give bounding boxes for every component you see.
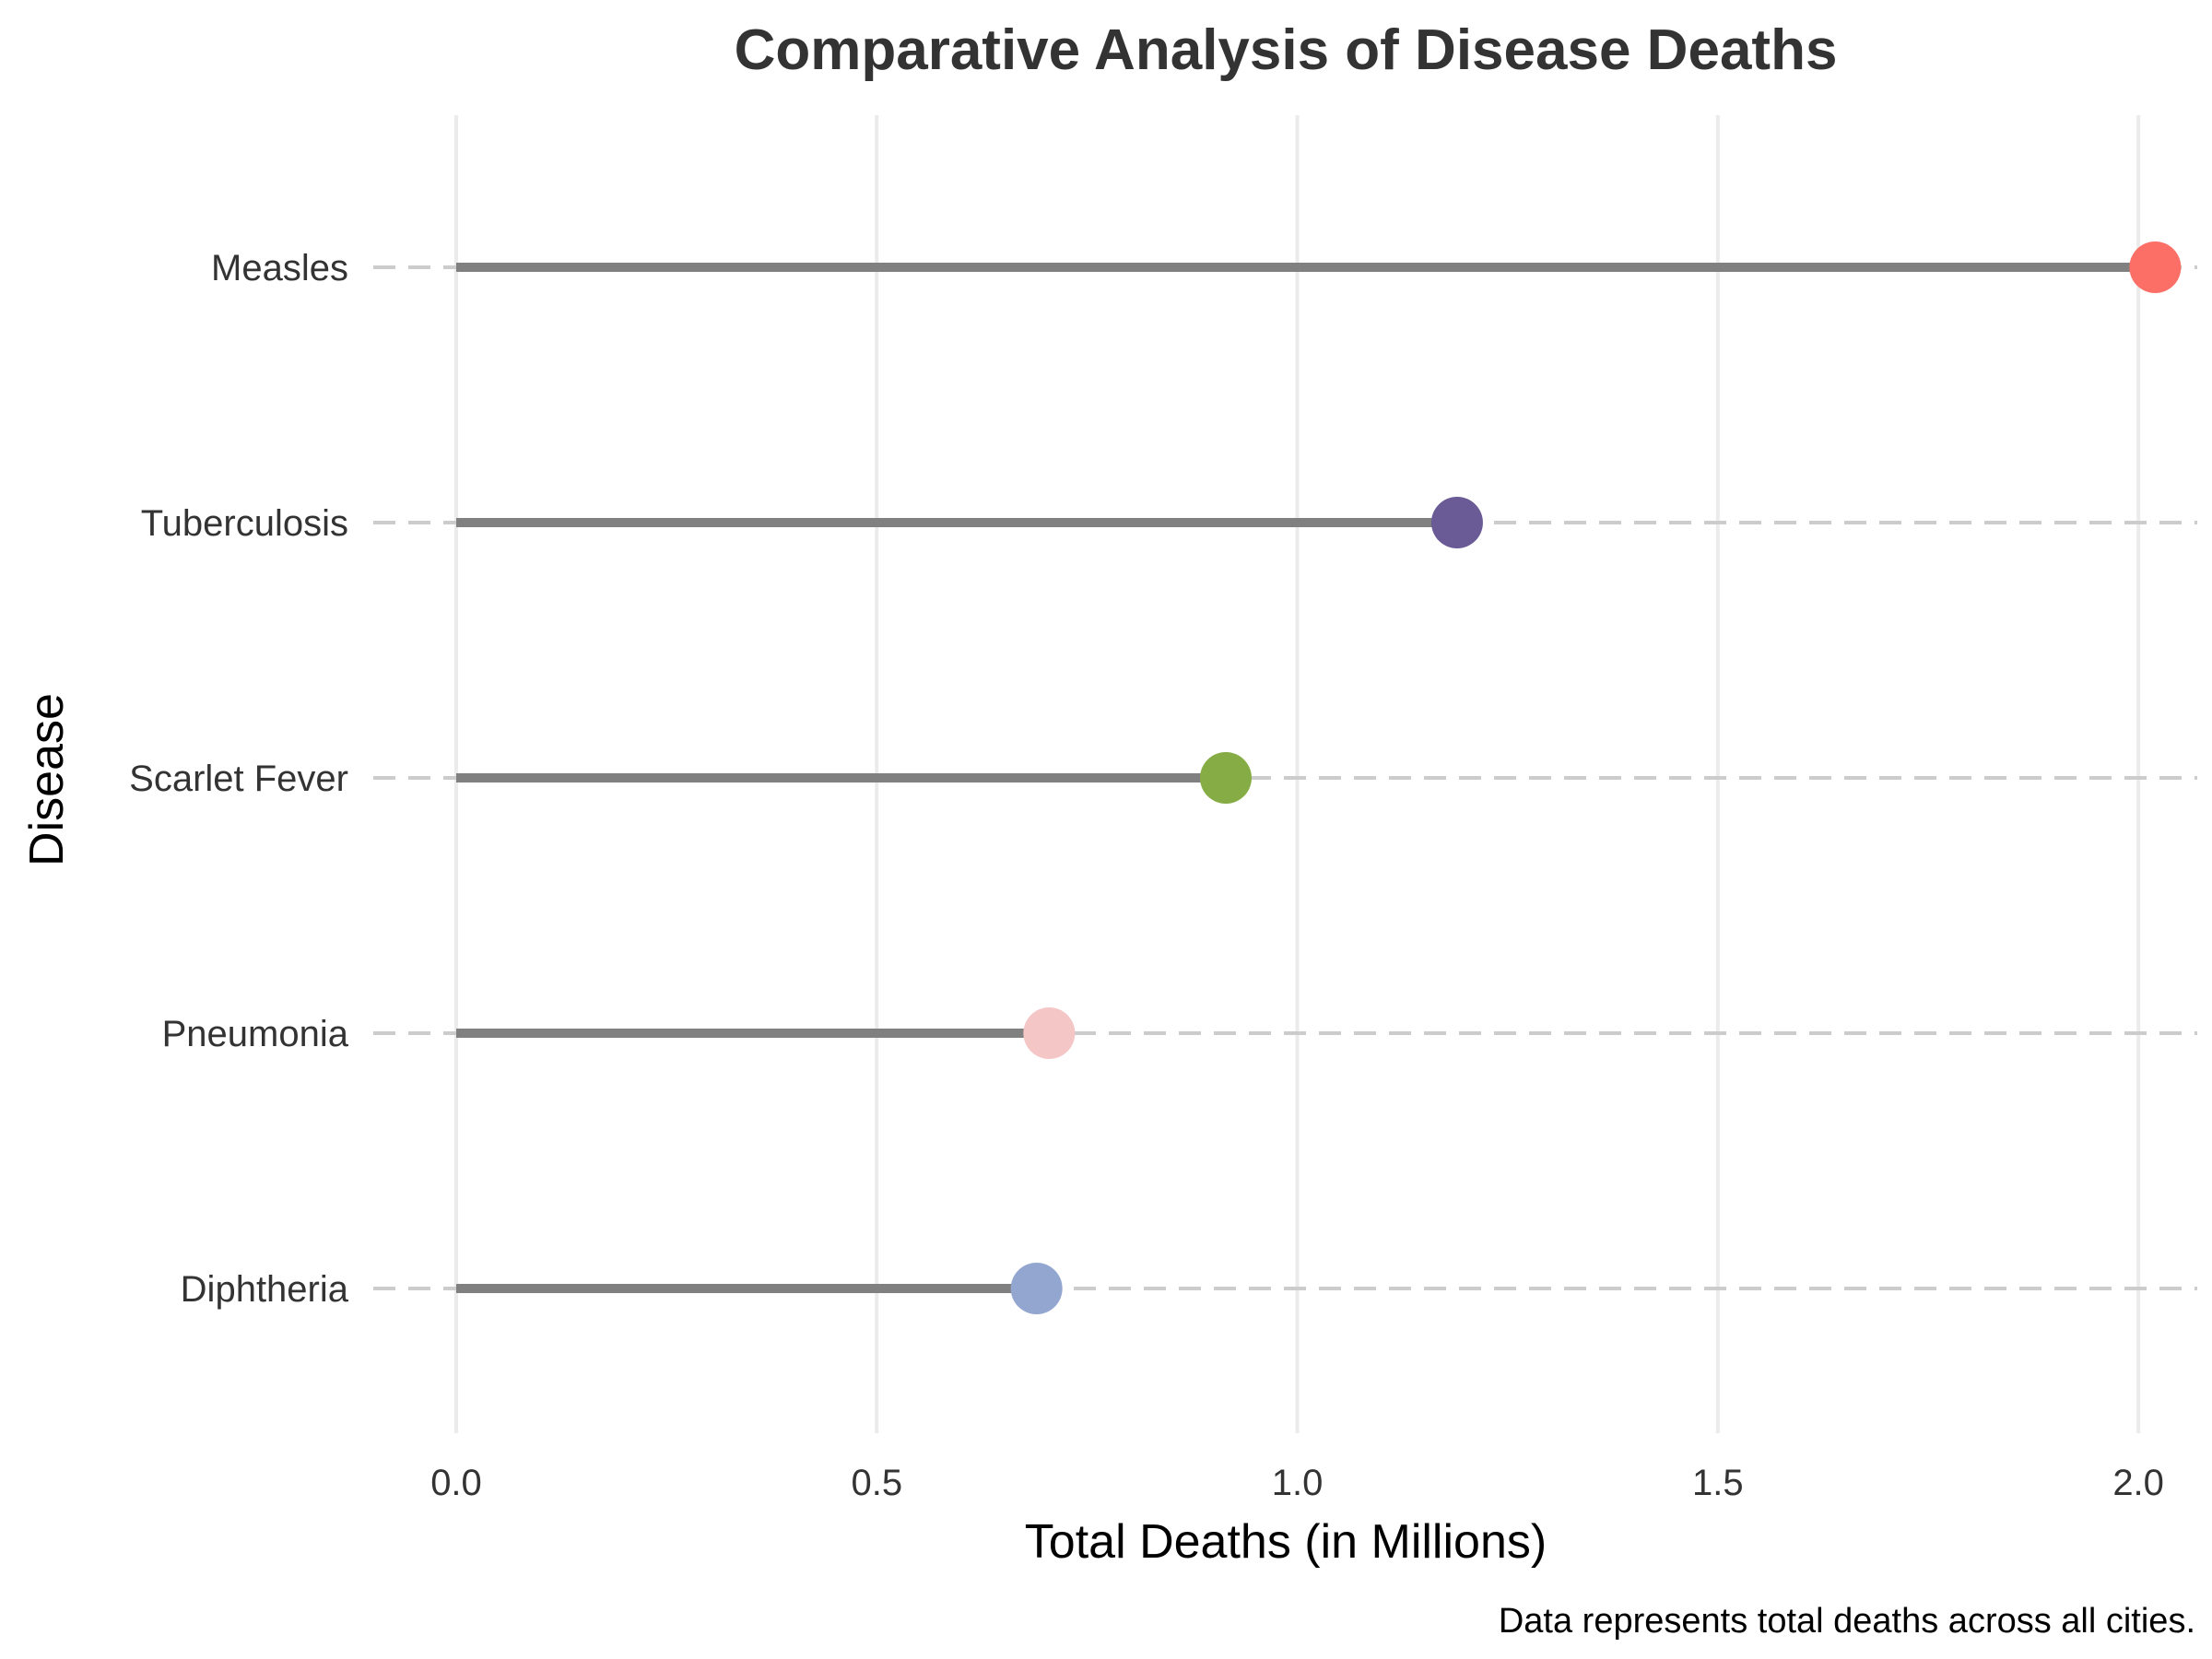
x-tick-label: 1.5 bbox=[1692, 1463, 1744, 1503]
point-scarlet-fever bbox=[1199, 752, 1252, 804]
y-tick-label-measles: Measles bbox=[211, 248, 348, 288]
y-tick-label-tuberculosis: Tuberculosis bbox=[141, 503, 348, 544]
x-tick-label: 2.0 bbox=[2112, 1463, 2164, 1503]
point-diphtheria bbox=[1010, 1263, 1063, 1314]
x-tick-label: 1.0 bbox=[1272, 1463, 1324, 1503]
y-tick-label-pneumonia: Pneumonia bbox=[162, 1014, 349, 1054]
stem-layer bbox=[456, 263, 2156, 1293]
y-axis-ticks: Measles Tuberculosis Scarlet Fever Pneumoni… bbox=[129, 248, 349, 1310]
chart-caption: Data represents total deaths across all … bbox=[1499, 1602, 2195, 1641]
point-tuberculosis bbox=[1430, 497, 1483, 548]
point-measles bbox=[2129, 241, 2182, 293]
x-tick-label: 0.0 bbox=[430, 1463, 482, 1503]
point-layer bbox=[1010, 241, 2182, 1314]
x-axis-ticks: 0.0 0.5 1.0 1.5 2.0 bbox=[430, 1463, 2164, 1503]
y-axis-title: Disease bbox=[20, 693, 74, 866]
x-tick-label: 0.5 bbox=[851, 1463, 902, 1503]
chart-title: Comparative Analysis of Disease Deaths bbox=[735, 18, 1838, 82]
point-pneumonia bbox=[1023, 1007, 1076, 1059]
y-tick-label-scarlet-fever: Scarlet Fever bbox=[129, 759, 348, 799]
x-axis-title: Total Deaths (in Millions) bbox=[1025, 1515, 1547, 1569]
y-tick-label-diphtheria: Diphtheria bbox=[181, 1269, 349, 1310]
